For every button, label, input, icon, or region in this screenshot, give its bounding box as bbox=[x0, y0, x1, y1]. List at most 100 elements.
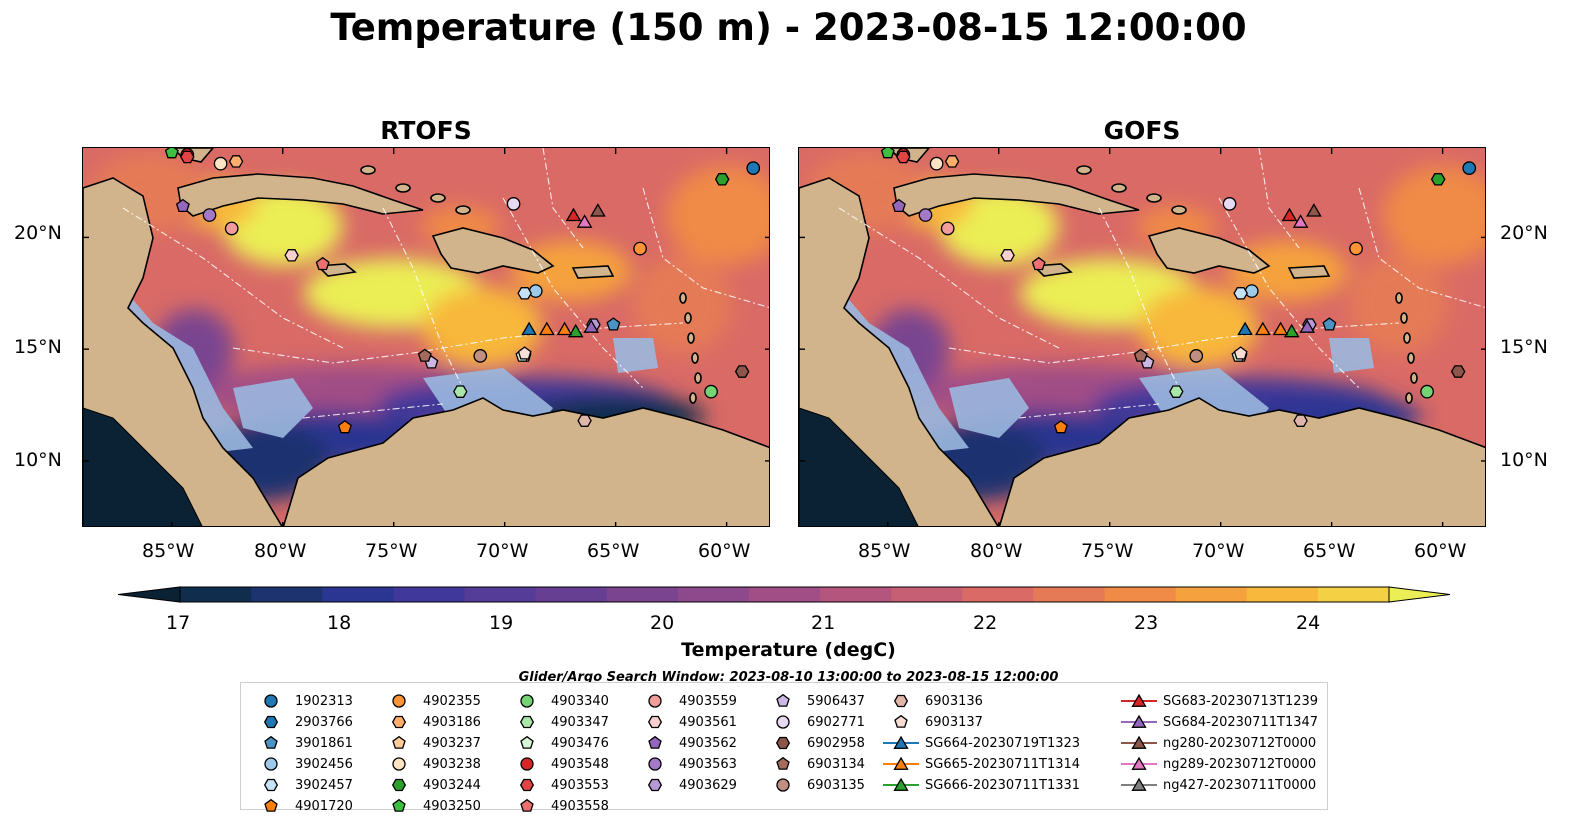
lon-label-65w-left: 65°W bbox=[587, 540, 640, 562]
legend-item: 6902771 bbox=[763, 712, 865, 732]
marker-sg665-20230711t1314 bbox=[1272, 321, 1289, 336]
legend-item: 6903137 bbox=[881, 712, 983, 732]
marker-1902313 bbox=[1462, 161, 1477, 175]
marker-1902313 bbox=[746, 161, 761, 175]
legend-item-label: 2903766 bbox=[295, 714, 353, 730]
colorbar-bin bbox=[1175, 587, 1248, 602]
marker-4903244 bbox=[714, 173, 730, 186]
legend-item-label: 6902771 bbox=[807, 714, 865, 730]
legend-item: 4903559 bbox=[635, 691, 737, 711]
legend-item-label: SG665-20230711T1314 bbox=[925, 756, 1081, 772]
marker-sg666-20230711t1331 bbox=[567, 323, 584, 338]
lon-label-85w-right: 85°W bbox=[858, 540, 911, 562]
colorbar-tick-22: 22 bbox=[973, 612, 998, 634]
marker-4903250 bbox=[880, 148, 895, 159]
legend-item: 5906437 bbox=[763, 691, 865, 711]
legend-item-label: 4903558 bbox=[551, 798, 609, 814]
legend-item: 4903340 bbox=[507, 691, 609, 711]
legend-item: 6903135 bbox=[763, 775, 865, 795]
legend-item: 4903548 bbox=[507, 754, 609, 774]
hexagon-marker-icon bbox=[263, 778, 279, 792]
legend-item: 4903237 bbox=[379, 733, 481, 753]
hexagon-marker-icon bbox=[391, 778, 407, 792]
legend-item-label: SG664-20230719T1323 bbox=[925, 735, 1081, 751]
circle-marker-icon bbox=[264, 694, 278, 708]
marker-4903244 bbox=[1430, 173, 1446, 186]
pentagon-marker-icon bbox=[392, 735, 406, 749]
markers bbox=[164, 148, 761, 434]
marker-sg665-20230711t1314 bbox=[556, 321, 573, 336]
legend-item-label: 4903347 bbox=[551, 714, 609, 730]
marker-ng289-20230712t0000 bbox=[576, 214, 593, 228]
legend-item: SG665-20230711T1314 bbox=[881, 754, 1080, 774]
marker-4903553 bbox=[180, 150, 195, 164]
marker-6903137 bbox=[1233, 346, 1248, 360]
lon-label-75w-right: 75°W bbox=[1081, 540, 1134, 562]
marker-sg666-20230711t1331 bbox=[1283, 323, 1300, 338]
legend-item: 4903186 bbox=[379, 712, 481, 732]
marker-4903553 bbox=[896, 150, 911, 164]
pentagon-marker-icon bbox=[894, 714, 908, 728]
legend-item: 4903629 bbox=[635, 775, 737, 795]
marker-sg665-20230711t1314 bbox=[538, 321, 555, 336]
legend-item-label: 6903136 bbox=[925, 693, 983, 709]
marker-sg683-20230713t1239 bbox=[565, 207, 582, 222]
map-canvas bbox=[83, 148, 769, 526]
colorbar-tick-21: 21 bbox=[811, 612, 836, 634]
colorbar-bin bbox=[1246, 587, 1319, 602]
marker-4903563 bbox=[918, 208, 933, 222]
circle-marker-icon bbox=[776, 778, 790, 792]
hexagon-marker-icon bbox=[519, 715, 535, 729]
marker-6903134 bbox=[417, 348, 432, 362]
lat-label-15n-right: 15°N bbox=[1500, 336, 1548, 358]
lon-label-85w-left: 85°W bbox=[142, 540, 195, 562]
marker-4903340 bbox=[1420, 384, 1434, 399]
colorbar-tick-18: 18 bbox=[327, 612, 352, 634]
legend-item-label: ng280-20230712T0000 bbox=[1163, 735, 1317, 751]
colorbar-bin bbox=[1104, 587, 1177, 602]
circle-marker-icon bbox=[648, 694, 662, 708]
marker-4903186 bbox=[944, 155, 960, 168]
colorbar-bin bbox=[251, 587, 323, 602]
legend-item-label: 3902456 bbox=[295, 756, 353, 772]
legend-item-label: 4903476 bbox=[551, 735, 609, 751]
pentagon-marker-icon bbox=[520, 798, 534, 812]
legend-item: 1902313 bbox=[251, 691, 353, 711]
gofs-map bbox=[798, 147, 1486, 527]
colorbar-label: Temperature (degC) bbox=[681, 639, 896, 661]
marker-sg683-20230713t1239 bbox=[1281, 207, 1298, 222]
legend-item: 4903561 bbox=[635, 712, 737, 732]
panel-title-rtofs: RTOFS bbox=[380, 116, 472, 145]
marker-4901720 bbox=[1053, 420, 1068, 434]
lon-label-70w-right: 70°W bbox=[1192, 540, 1245, 562]
legend-item-label: 4903237 bbox=[423, 735, 481, 751]
legend-item-label: 4903238 bbox=[423, 756, 481, 772]
legend-item-label: 4903553 bbox=[551, 777, 609, 793]
legend-item: 3902457 bbox=[251, 775, 353, 795]
marker-4903558 bbox=[315, 256, 330, 271]
pentagon-marker-icon bbox=[264, 735, 278, 749]
colorbar-tick-24: 24 bbox=[1296, 612, 1321, 634]
marker-sg664-20230719t1323 bbox=[1237, 321, 1253, 336]
marker-4903186 bbox=[228, 155, 244, 168]
legend-item-label: 4903561 bbox=[679, 714, 737, 730]
circle-marker-icon bbox=[392, 757, 406, 771]
legend-item: 4903250 bbox=[379, 796, 481, 816]
lon-label-65w-right: 65°W bbox=[1303, 540, 1356, 562]
pentagon-marker-icon bbox=[392, 798, 406, 812]
circle-marker-icon bbox=[264, 757, 278, 771]
legend-item-label: 4903548 bbox=[551, 756, 609, 772]
legend-item-label: SG684-20230711T1347 bbox=[1163, 714, 1319, 730]
colorbar-extend-high bbox=[1388, 586, 1451, 603]
legend-item-label: 4903244 bbox=[423, 777, 481, 793]
legend-item-label: 4903563 bbox=[679, 756, 737, 772]
legend-item: SG683-20230713T1239 bbox=[1119, 691, 1318, 711]
colorbar-tick-19: 19 bbox=[489, 612, 514, 634]
colorbar-bin bbox=[677, 587, 750, 602]
legend-item: 4901720 bbox=[251, 796, 353, 816]
legend-item-label: 6902958 bbox=[807, 735, 865, 751]
marker-4902355 bbox=[1349, 241, 1363, 256]
legend-item-label: ng289-20230712T0000 bbox=[1163, 756, 1317, 772]
triangle-marker-icon bbox=[1121, 735, 1157, 749]
lat-label-20n-left: 20°N bbox=[14, 222, 62, 244]
